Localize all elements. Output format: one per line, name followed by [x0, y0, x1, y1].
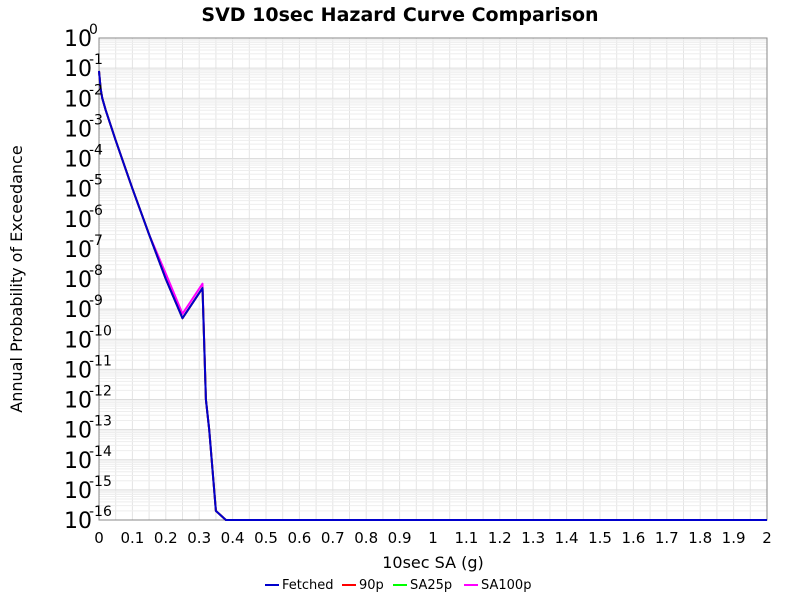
x-tick-label: 1.1: [454, 529, 478, 547]
y-tick-exponent: -2: [89, 82, 103, 98]
x-tick-label: 1.6: [621, 529, 645, 547]
y-tick-exponent: -5: [89, 173, 103, 189]
x-tick-label: 0.6: [287, 529, 311, 547]
y-tick-label: 10-15: [64, 474, 112, 504]
y-tick-base: 10: [64, 509, 92, 534]
x-tick-label: 0.2: [154, 529, 178, 547]
legend-item-90p: 90p: [342, 578, 384, 593]
y-tick-label: 10-16: [64, 504, 112, 534]
legend: Fetched 90p SA25p SA100p: [265, 578, 531, 593]
x-tick-label: 0: [94, 529, 104, 547]
y-tick-exponent: -13: [89, 414, 112, 430]
x-tick-label: 1.7: [655, 529, 679, 547]
x-tick-label: 0.5: [254, 529, 278, 547]
y-tick-label: 10-1: [64, 52, 103, 82]
series-line-fetched: [98, 70, 767, 521]
y-tick-label: 10-5: [64, 173, 103, 203]
x-tick-label: 1.8: [688, 529, 712, 547]
legend-label: 90p: [359, 578, 384, 593]
chart-title: SVD 10sec Hazard Curve Comparison: [201, 4, 598, 26]
y-tick-base: 10: [64, 27, 92, 52]
x-tick-label: 1.4: [555, 529, 579, 547]
y-tick-label: 10-2: [64, 82, 103, 112]
x-tick-label: 0.4: [221, 529, 245, 547]
legend-label: SA25p: [410, 578, 452, 593]
y-tick-label: 10-9: [64, 293, 103, 323]
y-tick-label: 10-14: [64, 444, 112, 474]
x-axis-title: 10sec SA (g): [382, 553, 484, 572]
x-tick-label: 1: [428, 529, 438, 547]
y-tick-label: 10-12: [64, 384, 112, 414]
y-tick-base: 10: [64, 419, 92, 444]
y-tick-label: 10-11: [64, 353, 112, 383]
series-lines: [98, 70, 767, 521]
y-tick-label: 10-4: [64, 143, 103, 173]
y-tick-exponent: -10: [89, 323, 112, 339]
y-tick-exponent: -1: [89, 52, 103, 68]
y-tick-exponent: -15: [89, 474, 112, 490]
x-tick-label: 0.9: [388, 529, 412, 547]
x-tick-label: 1.9: [722, 529, 746, 547]
y-axis-ticks: 10010-110-210-310-410-510-610-710-810-91…: [64, 22, 112, 534]
x-tick-label: 0.3: [187, 529, 211, 547]
y-tick-base: 10: [64, 178, 92, 203]
y-tick-label: 10-13: [64, 414, 112, 444]
y-tick-exponent: -11: [89, 353, 112, 369]
y-tick-label: 100: [64, 22, 98, 52]
x-tick-label: 0.1: [120, 529, 144, 547]
y-tick-base: 10: [64, 389, 92, 414]
x-tick-label: 2: [762, 529, 772, 547]
x-tick-label: 1.2: [488, 529, 512, 547]
y-axis-title: Annual Probability of Exceedance: [7, 145, 26, 412]
y-tick-exponent: 0: [89, 22, 98, 38]
y-tick-exponent: -7: [89, 233, 103, 249]
y-tick-base: 10: [64, 479, 92, 504]
y-tick-base: 10: [64, 148, 92, 173]
y-tick-exponent: -8: [89, 263, 103, 279]
x-tick-label: 1.3: [521, 529, 545, 547]
legend-label: SA100p: [481, 578, 531, 593]
y-tick-exponent: -6: [89, 203, 103, 219]
x-tick-label: 0.8: [354, 529, 378, 547]
y-tick-label: 10-3: [64, 112, 103, 142]
y-tick-exponent: -12: [89, 384, 112, 400]
x-tick-label: 1.5: [588, 529, 612, 547]
legend-item-fetched: Fetched: [265, 578, 334, 593]
y-tick-base: 10: [64, 117, 92, 142]
legend-label: Fetched: [282, 578, 334, 593]
y-tick-exponent: -9: [89, 293, 103, 309]
y-tick-base: 10: [64, 358, 92, 383]
y-tick-base: 10: [64, 57, 92, 82]
y-tick-base: 10: [64, 268, 92, 293]
legend-item-sa25p: SA25p: [393, 578, 452, 593]
y-tick-base: 10: [64, 208, 92, 233]
y-tick-base: 10: [64, 298, 92, 323]
y-tick-label: 10-8: [64, 263, 103, 293]
y-tick-base: 10: [64, 238, 92, 263]
y-tick-exponent: -16: [89, 504, 112, 520]
y-tick-base: 10: [64, 87, 92, 112]
grid: [98, 37, 768, 521]
y-tick-label: 10-7: [64, 233, 103, 263]
y-tick-label: 10-10: [64, 323, 112, 353]
y-tick-exponent: -3: [89, 112, 103, 128]
legend-item-sa100p: SA100p: [464, 578, 531, 593]
y-tick-base: 10: [64, 449, 92, 474]
x-tick-label: 0.7: [321, 529, 345, 547]
y-tick-exponent: -14: [89, 444, 112, 460]
y-tick-base: 10: [64, 328, 92, 353]
x-axis-ticks: 0 0.1 0.2 0.3 0.4 0.5 0.6 0.7 0.8 0.9 1 1.1 1.2 1.3 1.…: [94, 529, 772, 547]
y-tick-label: 10-6: [64, 203, 103, 233]
y-tick-exponent: -4: [89, 143, 103, 159]
